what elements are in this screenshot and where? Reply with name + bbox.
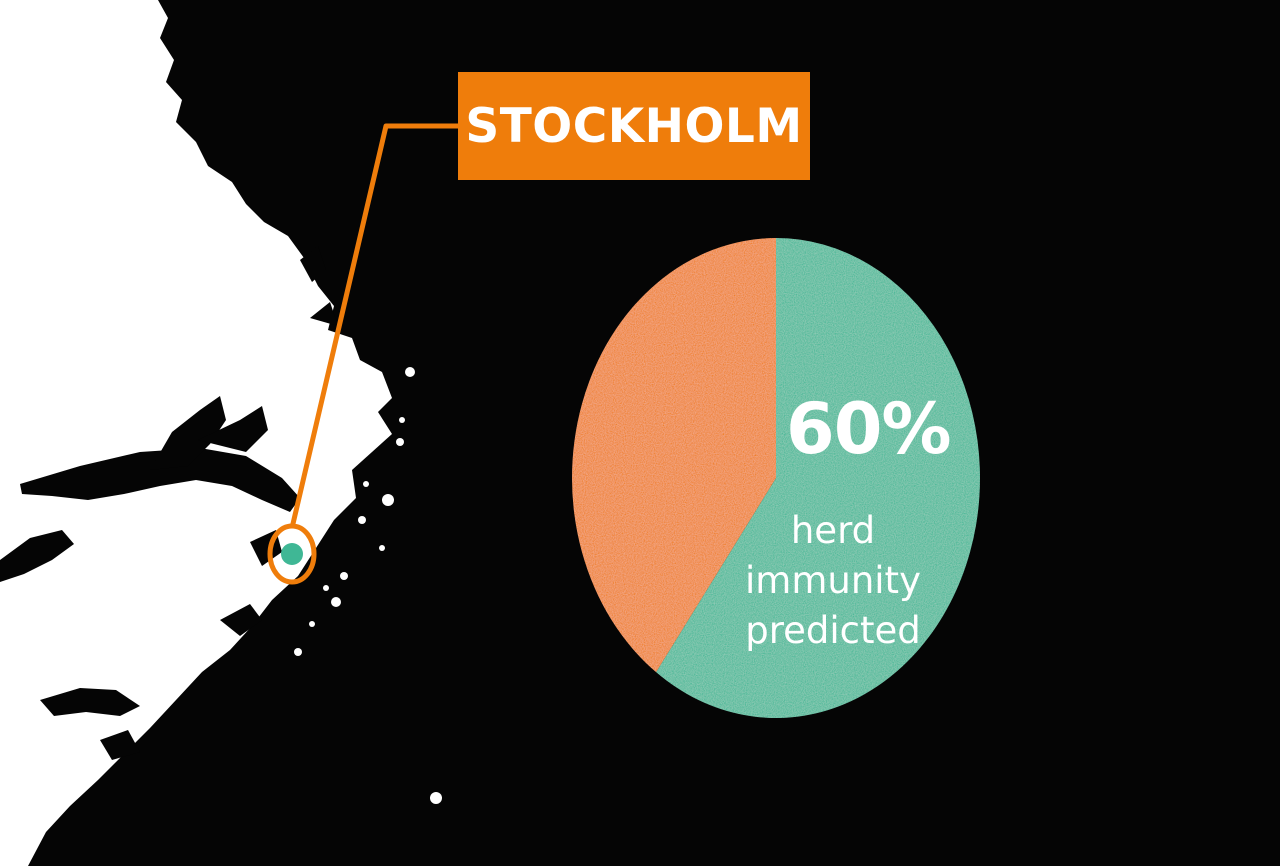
marker-ring	[267, 523, 317, 585]
pie-percentage-label: 60%	[786, 388, 952, 470]
city-marker-dot	[281, 543, 303, 565]
callout-leader-line	[289, 123, 462, 529]
city-label-box	[458, 72, 810, 180]
archipelago-islands	[294, 367, 442, 804]
caption-line-2: immunity	[745, 559, 921, 602]
pie-slice-orange	[572, 238, 776, 673]
inlets	[0, 246, 338, 760]
immunity-pie-chart	[572, 238, 981, 719]
caption-line-1: herd	[790, 509, 876, 552]
pie-caption: herd immunity predicted	[722, 506, 944, 656]
city-label: STOCKHOLM	[465, 98, 803, 154]
caption-line-3: predicted	[745, 609, 921, 652]
pie-slice-green	[656, 238, 981, 719]
